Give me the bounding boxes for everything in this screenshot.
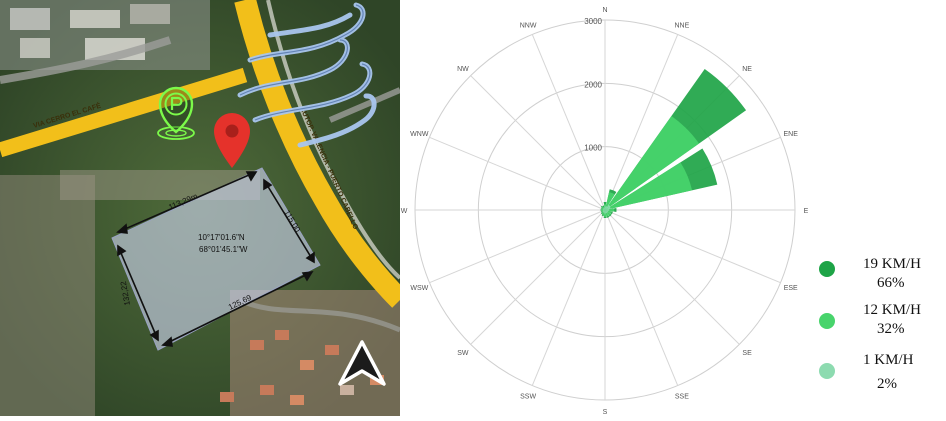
grid-spoke (429, 209, 606, 284)
dimension-arrows (116, 171, 315, 347)
ring-label: 2000 (584, 80, 602, 89)
coords-line-2: 68°01'45.1"W (199, 245, 248, 254)
site-map: VIA CERRO EL CAFÉ AUTOP. VALENCIA - PUER… (0, 0, 400, 416)
dim-left-label: 132,22 (119, 280, 132, 306)
north-arrow-icon (338, 340, 386, 386)
rose-petal (603, 210, 607, 217)
legend-pct-1kmh: 2% (877, 376, 897, 392)
grid-spoke (429, 136, 606, 211)
rose-petal (603, 207, 605, 210)
rose-petal (605, 210, 608, 213)
legend-pct-19kmh: 66% (877, 275, 905, 291)
rose-petal (604, 206, 606, 210)
grid-spoke (604, 209, 740, 345)
ring-label: 3000 (584, 17, 602, 26)
direction-label: SE (742, 350, 752, 357)
rose-petal (605, 192, 615, 210)
legend-speed-12kmh: 12 KM/H (863, 302, 921, 318)
rose-petal (605, 210, 607, 214)
direction-label: W (401, 208, 408, 215)
direction-label: SW (457, 350, 469, 357)
wind-legend: 19 KM/H 66% 12 KM/H 32% 1 KM/H 2% (815, 240, 946, 416)
grid-spoke (531, 209, 606, 386)
direction-label: E (804, 208, 809, 215)
rose-petal (605, 204, 611, 210)
direction-label: N (602, 7, 607, 14)
legend-swatch-19kmh (819, 261, 835, 277)
direction-label: NW (457, 66, 469, 73)
legend-speed-19kmh: 19 KM/H (863, 256, 921, 272)
legend-pct-12kmh: 32% (877, 321, 905, 337)
legend-swatch-12kmh (819, 313, 835, 329)
legend-item-19kmh: 19 KM/H 66% (815, 248, 946, 300)
grid-spoke (604, 34, 679, 211)
rose-petal (605, 209, 610, 211)
direction-label: SSW (520, 394, 536, 401)
grid-spoke (604, 209, 679, 386)
map-canvas: VIA CERRO EL CAFÉ AUTOP. VALENCIA - PUER… (0, 0, 400, 416)
rose-petal (604, 210, 606, 214)
location-pin-icon (214, 113, 250, 168)
direction-label: NE (742, 66, 752, 73)
legend-item-1kmh: 1 KM/H 2% (815, 352, 946, 404)
rose-petal (605, 208, 615, 212)
ring-label: 1000 (584, 144, 602, 153)
rose-petal (603, 210, 605, 213)
direction-label: WSW (410, 285, 428, 292)
grid-spoke (531, 34, 606, 211)
rose-petal (603, 208, 605, 210)
grid-spoke (470, 209, 606, 345)
legend-swatch-1kmh (819, 363, 835, 379)
direction-label: S (603, 409, 608, 416)
grid-spoke (604, 209, 781, 284)
legend-item-12kmh: 12 KM/H 32% (815, 300, 946, 352)
wind-rose-chart: 1000 2000 3000 N NNE NE ENE E ESE SE SSE S SSW SW WSW W… (400, 0, 810, 416)
rose-petal (602, 209, 605, 211)
rose-petal (605, 115, 700, 210)
road-via-cerro (0, 67, 248, 158)
direction-label: ESE (784, 285, 798, 292)
legend-speed-1kmh: 1 KM/H (863, 352, 914, 368)
direction-label: ENE (783, 131, 798, 138)
direction-label: NNW (520, 22, 537, 29)
grid-spoke (470, 75, 606, 211)
rose-petal (602, 210, 605, 213)
rose-petal (605, 206, 608, 210)
direction-label: SSE (675, 394, 689, 401)
rose-petal (602, 208, 605, 210)
direction-label: NNE (675, 22, 690, 29)
coords-line-1: 10°17'01.6"N (198, 233, 245, 242)
rose-petal (605, 162, 693, 210)
direction-label: WNW (410, 131, 429, 138)
rose-petal (605, 210, 609, 212)
parking-icon (157, 86, 195, 140)
rose-petal (602, 210, 605, 212)
rose-petal (605, 206, 611, 210)
